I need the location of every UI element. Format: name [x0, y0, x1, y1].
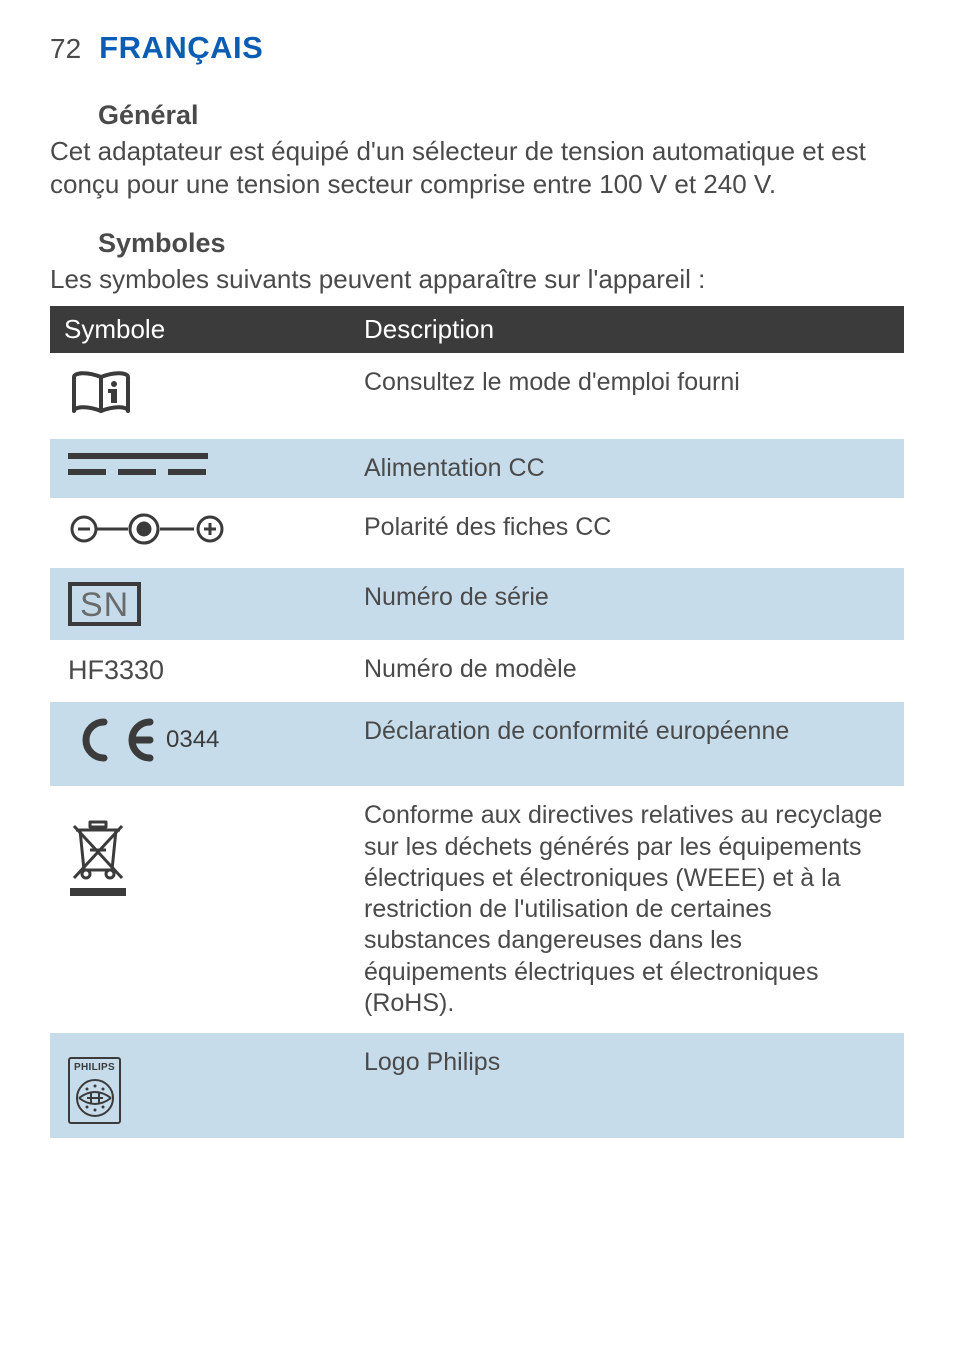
table-row: 0344 Déclaration de conformité européenn… — [50, 702, 904, 786]
section-symbols: Symboles Les symboles suivants peuvent a… — [50, 228, 904, 1138]
ce-number: 0344 — [166, 725, 219, 755]
table-row: HF3330 Numéro de modèle — [50, 640, 904, 702]
page-header: 72 FRANÇAIS — [50, 30, 904, 66]
symbol-cell — [50, 439, 350, 498]
symbol-cell — [50, 498, 350, 568]
ce-icon: 0344 — [68, 716, 219, 764]
symbol-cell — [50, 353, 350, 439]
model-text: HF3330 — [68, 655, 164, 685]
heading-general: Général — [98, 100, 904, 131]
table-row: PHILIPS — [50, 1033, 904, 1138]
table-row: Alimentation CC — [50, 439, 904, 498]
desc-cell: Alimentation CC — [350, 439, 904, 498]
th-symbol: Symbole — [50, 306, 350, 353]
manual-icon — [68, 367, 138, 425]
sn-icon: SN — [68, 582, 141, 626]
table-row: SN Numéro de série — [50, 568, 904, 640]
symbol-cell: SN — [50, 568, 350, 640]
philips-logo-icon: PHILIPS — [68, 1057, 121, 1124]
symbol-cell: PHILIPS — [50, 1033, 350, 1138]
philips-text: PHILIPS — [74, 1062, 115, 1075]
desc-cell: Polarité des fiches CC — [350, 498, 904, 568]
desc-cell: Numéro de modèle — [350, 640, 904, 702]
desc-cell: Consultez le mode d'emploi fourni — [350, 353, 904, 439]
text-general: Cet adaptateur est équipé d'un sélecteur… — [50, 135, 904, 200]
polarity-icon — [68, 512, 228, 554]
desc-cell: Logo Philips — [350, 1033, 904, 1138]
symbol-cell: HF3330 — [50, 640, 350, 702]
symbol-cell — [50, 786, 350, 1033]
section-general: Général Cet adaptateur est équipé d'un s… — [50, 100, 904, 200]
desc-cell: Conforme aux directives relatives au rec… — [350, 786, 904, 1033]
text-symbols-intro: Les symboles suivants peuvent apparaître… — [50, 263, 904, 296]
table-row: Conforme aux directives relatives au rec… — [50, 786, 904, 1033]
heading-symbols: Symboles — [98, 228, 904, 259]
table-row: Consultez le mode d'emploi fourni — [50, 353, 904, 439]
symbol-cell: 0344 — [50, 702, 350, 786]
desc-cell: Déclaration de conformité européenne — [350, 702, 904, 786]
language-title: FRANÇAIS — [99, 30, 263, 66]
page-number: 72 — [50, 33, 81, 65]
weee-icon — [68, 820, 128, 896]
symbols-table: Symbole Description — [50, 306, 904, 1138]
table-row: Polarité des fiches CC — [50, 498, 904, 568]
dc-power-icon — [68, 453, 208, 475]
th-description: Description — [350, 306, 904, 353]
desc-cell: Numéro de série — [350, 568, 904, 640]
